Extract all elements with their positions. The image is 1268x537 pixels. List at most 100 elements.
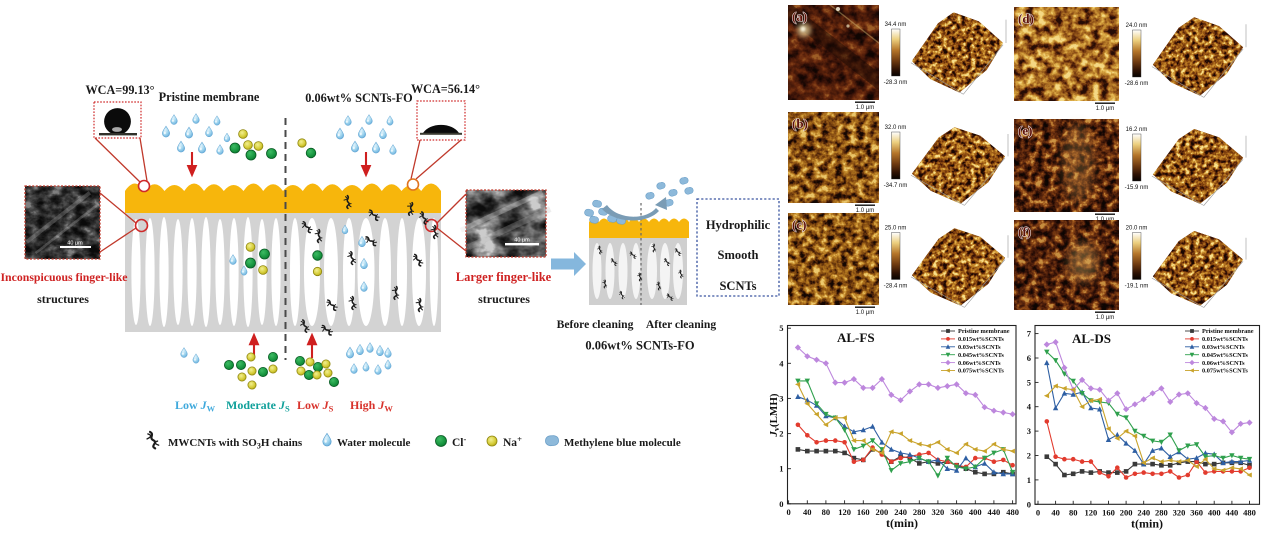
svg-text:16.2 nm: 16.2 nm — [1126, 127, 1148, 133]
svg-text:0: 0 — [779, 499, 783, 509]
svg-text:24.0 nm: 24.0 nm — [1126, 23, 1148, 29]
svg-text:(b): (b) — [792, 116, 808, 131]
svg-text:4: 4 — [779, 358, 784, 368]
svg-text:160: 160 — [1102, 507, 1115, 517]
svg-text:6: 6 — [1027, 353, 1031, 363]
svg-text:0.06wt% SCNTs-FO: 0.06wt% SCNTs-FO — [585, 339, 695, 353]
svg-text:(e): (e) — [1018, 123, 1032, 138]
svg-text:360: 360 — [950, 507, 963, 517]
svg-text:Larger finger-like: Larger finger-like — [456, 270, 552, 284]
svg-text:-34.7 nm: -34.7 nm — [884, 183, 908, 189]
svg-text:-19.1 nm: -19.1 nm — [1125, 284, 1149, 290]
svg-text:Low JS: Low JS — [297, 398, 334, 414]
svg-text:0.045wt%SCNTs: 0.045wt%SCNTs — [958, 352, 1004, 359]
svg-text:Low JW: Low JW — [175, 398, 216, 414]
svg-text:Water molecule: Water molecule — [337, 437, 411, 449]
svg-text:structures: structures — [37, 292, 89, 306]
svg-text:1.0 μm: 1.0 μm — [1096, 106, 1114, 112]
svg-text:400: 400 — [969, 507, 982, 517]
svg-text:1: 1 — [1027, 475, 1031, 485]
svg-text:280: 280 — [1155, 507, 1168, 517]
svg-text:-28.4 nm: -28.4 nm — [884, 284, 908, 290]
svg-text:-28.3 nm: -28.3 nm — [884, 80, 908, 86]
svg-text:(a): (a) — [792, 9, 807, 24]
svg-text:25.0 nm: 25.0 nm — [885, 226, 907, 232]
svg-text:SCNTs: SCNTs — [719, 279, 756, 293]
svg-text:480: 480 — [1006, 507, 1019, 517]
svg-text:Cl-: Cl- — [452, 434, 467, 449]
svg-text:240: 240 — [1137, 507, 1150, 517]
svg-text:7: 7 — [1027, 329, 1032, 339]
svg-text:4: 4 — [1027, 402, 1032, 412]
svg-text:(f): (f) — [1018, 224, 1031, 239]
svg-text:0.03wt%SCNTs: 0.03wt%SCNTs — [958, 344, 1001, 351]
svg-text:0.075wt%SCNTs: 0.075wt%SCNTs — [958, 368, 1004, 375]
svg-text:Pristine membrane: Pristine membrane — [159, 90, 260, 104]
svg-text:200: 200 — [1120, 507, 1133, 517]
svg-text:Methylene blue molecule: Methylene blue molecule — [564, 437, 681, 449]
svg-text:Hydrophilic: Hydrophilic — [706, 218, 771, 232]
svg-text:MWCNTs with SO3H chains: MWCNTs with SO3H chains — [168, 437, 303, 451]
svg-text:1.0 μm: 1.0 μm — [856, 208, 874, 214]
svg-text:1.0 μm: 1.0 μm — [856, 310, 874, 316]
svg-text:-28.6 nm: -28.6 nm — [1125, 81, 1149, 87]
svg-text:40: 40 — [1051, 507, 1060, 517]
svg-text:After cleaning: After cleaning — [646, 318, 717, 331]
svg-text:0.03wt%SCNTs: 0.03wt%SCNTs — [1202, 344, 1245, 351]
svg-text:120: 120 — [838, 507, 851, 517]
svg-text:High JW: High JW — [350, 398, 393, 414]
svg-text:structures: structures — [478, 292, 530, 306]
svg-text:t(min): t(min) — [1131, 516, 1163, 530]
svg-text:0.015wt%SCNTs: 0.015wt%SCNTs — [1202, 336, 1248, 343]
svg-text:480: 480 — [1243, 507, 1256, 517]
svg-text:32.0 nm: 32.0 nm — [885, 125, 907, 131]
svg-text:440: 440 — [988, 507, 1001, 517]
svg-text:AL-FS: AL-FS — [837, 330, 875, 345]
svg-text:160: 160 — [857, 507, 870, 517]
svg-text:Pristine membrane: Pristine membrane — [958, 328, 1010, 335]
svg-text:20.0 nm: 20.0 nm — [1126, 226, 1148, 232]
svg-text:320: 320 — [1173, 507, 1186, 517]
svg-text:2: 2 — [779, 429, 783, 439]
svg-text:1.0 μm: 1.0 μm — [856, 105, 874, 111]
svg-text:1: 1 — [779, 464, 783, 474]
svg-text:120: 120 — [1085, 507, 1098, 517]
svg-text:40: 40 — [803, 507, 812, 517]
svg-text:(d): (d) — [1018, 11, 1034, 26]
svg-text:0.06wt% SCNTs-FO: 0.06wt% SCNTs-FO — [305, 91, 413, 105]
svg-text:440: 440 — [1226, 507, 1239, 517]
svg-text:Pristine membrane: Pristine membrane — [1202, 328, 1254, 335]
svg-text:0: 0 — [1036, 507, 1040, 517]
svg-text:0.015wt%SCNTs: 0.015wt%SCNTs — [958, 336, 1004, 343]
svg-text:0.075wt%SCNTs: 0.075wt%SCNTs — [1202, 368, 1248, 375]
svg-text:(c): (c) — [792, 217, 806, 232]
svg-text:40 μm: 40 μm — [67, 241, 83, 247]
svg-text:0: 0 — [1027, 499, 1031, 509]
svg-text:40 μm: 40 μm — [514, 238, 530, 244]
svg-text:0.06wt%SCNTs: 0.06wt%SCNTs — [1202, 360, 1245, 367]
svg-text:320: 320 — [932, 507, 945, 517]
svg-text:5: 5 — [779, 323, 783, 333]
svg-text:0: 0 — [786, 507, 790, 517]
svg-text:WCA=99.13°: WCA=99.13° — [85, 83, 154, 97]
svg-text:1.0 μm: 1.0 μm — [1096, 315, 1114, 321]
svg-text:400: 400 — [1208, 507, 1221, 517]
svg-text:80: 80 — [1069, 507, 1078, 517]
svg-text:Before cleaning: Before cleaning — [557, 318, 634, 331]
svg-text:0.045wt%SCNTs: 0.045wt%SCNTs — [1202, 352, 1248, 359]
svg-text:Na+: Na+ — [503, 434, 522, 449]
svg-text:Smooth: Smooth — [718, 248, 759, 262]
svg-text:80: 80 — [822, 507, 831, 517]
svg-text:WCA=56.14°: WCA=56.14° — [411, 82, 480, 96]
svg-text:3: 3 — [779, 393, 783, 403]
svg-text:Moderate JS: Moderate JS — [226, 398, 290, 414]
svg-text:3: 3 — [1027, 426, 1031, 436]
svg-text:Inconspicuous finger-like: Inconspicuous finger-like — [0, 270, 127, 284]
svg-text:280: 280 — [913, 507, 926, 517]
svg-text:34.4 nm: 34.4 nm — [885, 22, 907, 28]
svg-text:-15.9 nm: -15.9 nm — [1125, 185, 1149, 191]
svg-text:240: 240 — [894, 507, 907, 517]
svg-text:Jv(LMH): Jv(LMH) — [768, 393, 781, 437]
svg-text:2: 2 — [1027, 451, 1031, 461]
svg-text:5: 5 — [1027, 377, 1031, 387]
